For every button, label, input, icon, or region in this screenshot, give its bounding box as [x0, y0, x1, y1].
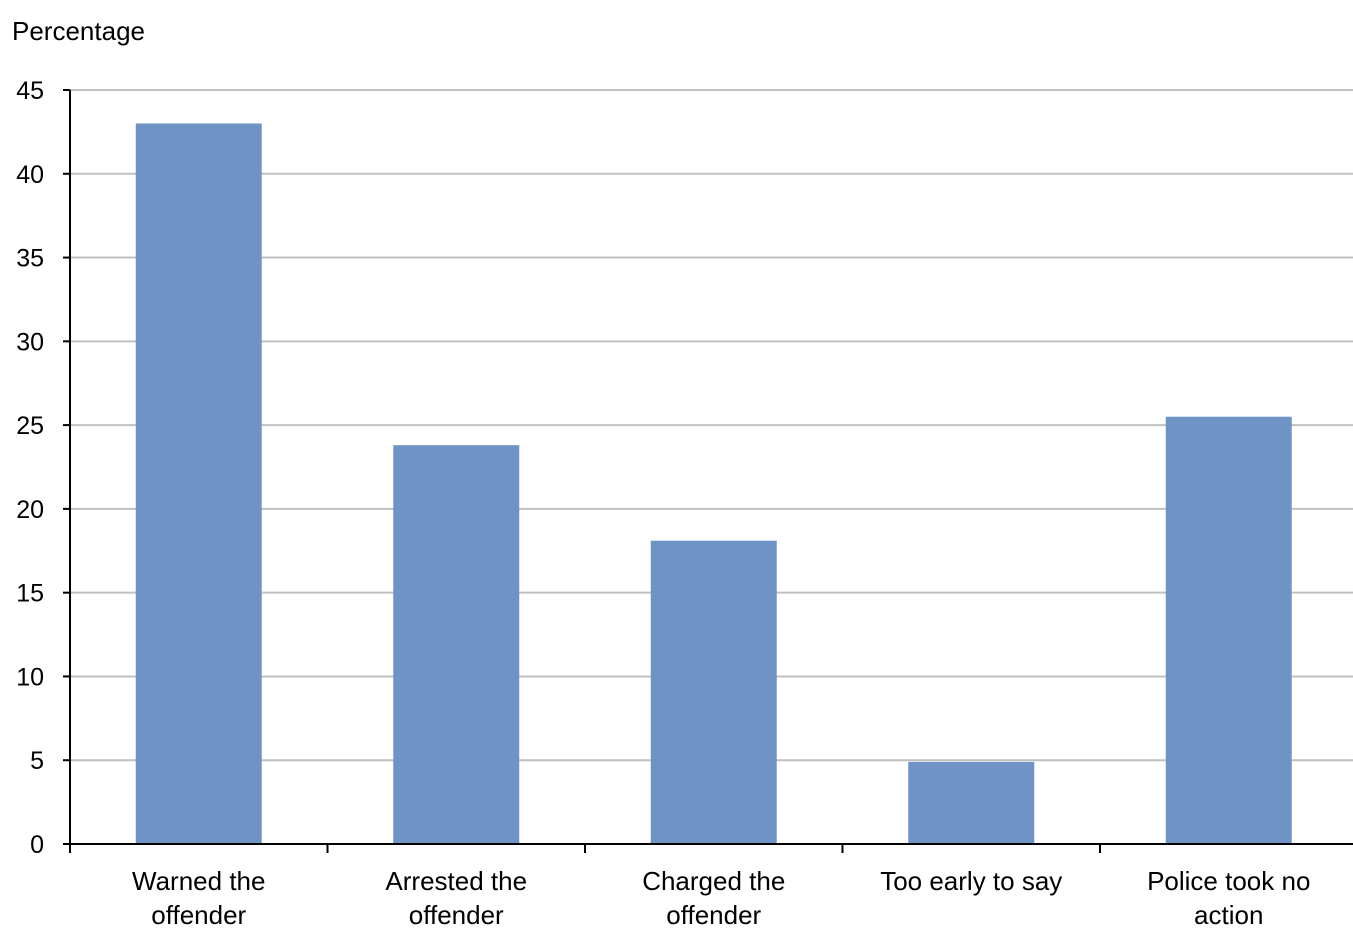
y-tick-label: 45 [16, 77, 44, 105]
x-tick-label-line: Police took no [1147, 866, 1310, 896]
x-tick-label-line: offender [409, 900, 504, 928]
x-tick-label-line: action [1194, 900, 1263, 928]
x-tick-label-line: offender [151, 900, 246, 928]
x-tick-label: Charged the offender [642, 866, 785, 928]
bar [650, 540, 777, 844]
y-tick-label: 40 [16, 161, 44, 189]
x-tick-label: Arrested the offender [385, 866, 527, 928]
x-tick-label-line: Arrested the [385, 866, 527, 896]
y-tick-label: 25 [16, 412, 44, 440]
y-tick-label: 5 [30, 747, 44, 775]
x-tick-label-line: Charged the [642, 866, 785, 896]
x-tick-label-line: offender [666, 900, 761, 928]
y-axis-title: Percentage [12, 16, 145, 46]
bar [1165, 416, 1292, 844]
axes [63, 89, 1353, 853]
bars [135, 123, 1292, 844]
x-tick-label: Too early to say [880, 866, 1062, 896]
gridlines [70, 89, 1353, 762]
y-tick-label: 10 [16, 663, 44, 691]
y-tick-label: 20 [16, 496, 44, 524]
x-tick-label-line: Too early to say [880, 866, 1062, 896]
bar [135, 123, 262, 844]
y-tick-label: 30 [16, 328, 44, 356]
y-tick-label: 0 [30, 831, 44, 859]
x-tick-label-line: Warned the [132, 866, 265, 896]
y-tick-label: 15 [16, 580, 44, 608]
x-tick-label: Warned the offender [132, 866, 265, 928]
bar [908, 761, 1035, 844]
bar [393, 445, 520, 844]
x-tick-label: Police took no action [1147, 866, 1310, 928]
y-tick-label: 35 [16, 245, 44, 273]
